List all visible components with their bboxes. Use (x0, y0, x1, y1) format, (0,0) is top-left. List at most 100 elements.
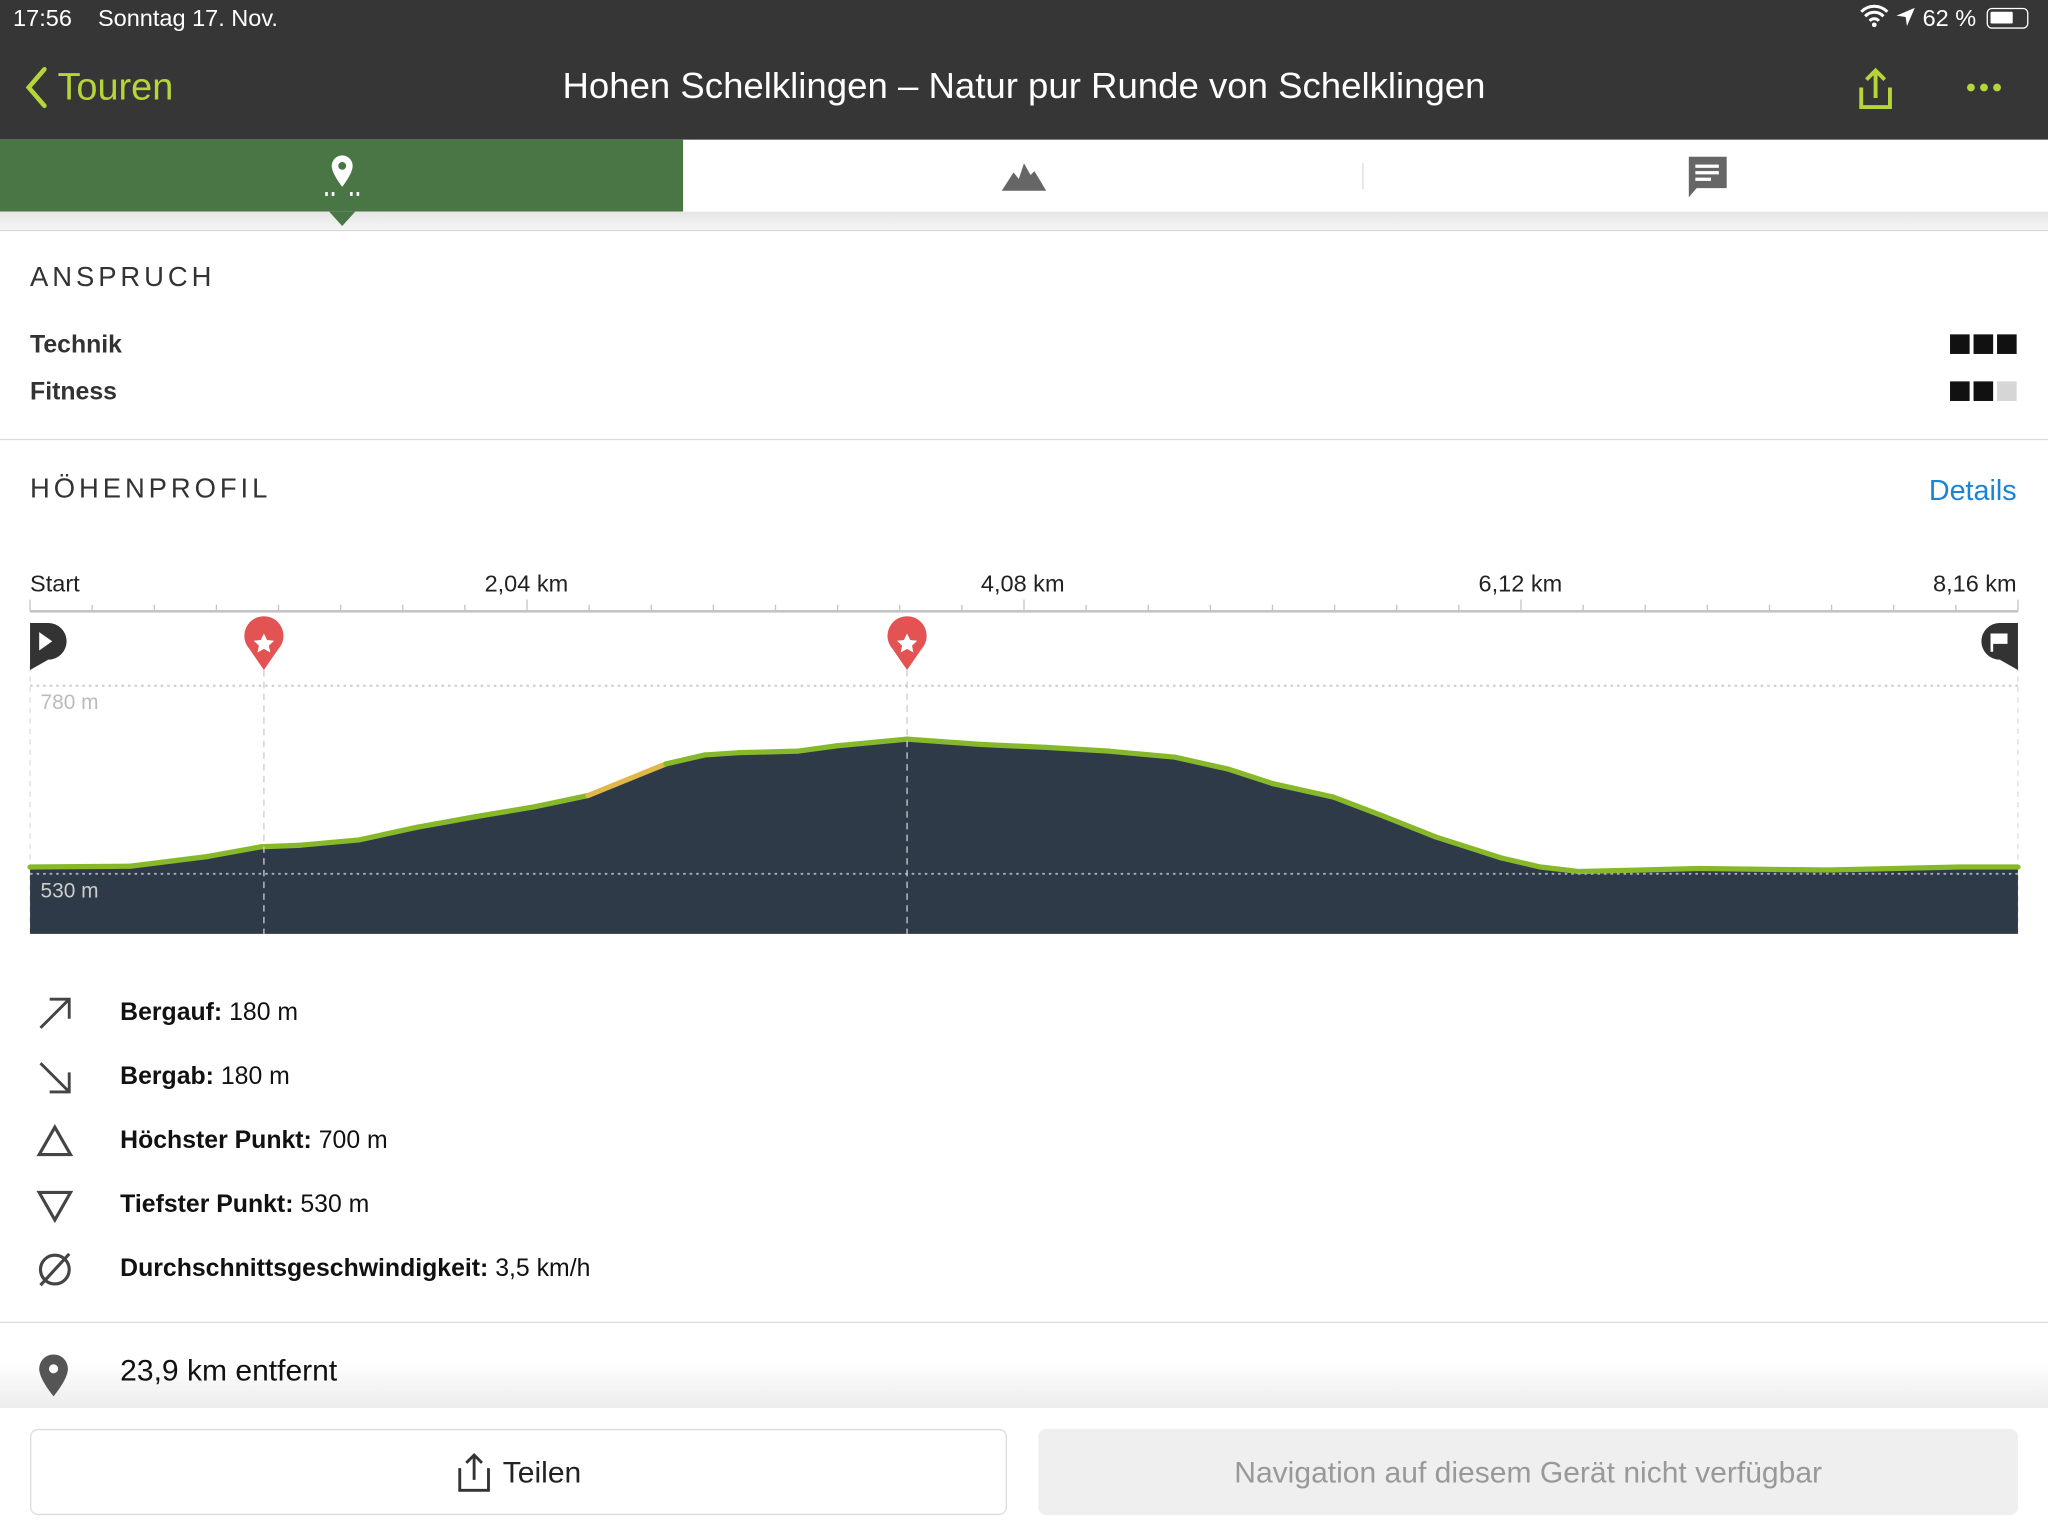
stat-label: Bergauf: (120, 999, 223, 1027)
y-label-top: 780 m (40, 692, 99, 715)
fitness-rating (1946, 381, 2017, 407)
location-pin-icon (38, 1353, 69, 1404)
tab-shadow (0, 211, 2048, 232)
stat-value: 180 m (229, 999, 299, 1027)
share-button[interactable] (1856, 67, 1895, 118)
elevation-line-segment (1537, 864, 1583, 875)
more-button[interactable] (1964, 78, 2003, 103)
arrow-down-right-icon (34, 1057, 76, 1099)
elevation-line-segment (1172, 754, 1232, 772)
elevation-line-segment (702, 750, 742, 758)
triangle-down-icon (34, 1185, 76, 1227)
elevation-line-segment (736, 748, 801, 756)
tab-comments[interactable] (1365, 140, 2048, 212)
elevation-line-segment (1433, 834, 1505, 861)
arrow-up-right-icon (34, 993, 76, 1035)
stat-row: Durchschnittsgeschwindigkeit: 3,5 km/h (120, 1255, 590, 1284)
distance-row (0, 1323, 2048, 1408)
navigation-label: Navigation auf diesem Gerät nicht verfüg… (1234, 1454, 1823, 1489)
battery-percent: 62 % (1922, 5, 1977, 32)
share-icon (1859, 67, 1892, 110)
x-tick-label: 2,04 km (484, 570, 569, 597)
elevation-line-segment (205, 844, 265, 860)
elevation-line-segment (1576, 865, 1702, 875)
elevation-line-segment (1381, 814, 1439, 840)
details-link[interactable]: Details (1928, 474, 2017, 507)
elevation-line-segment (663, 752, 708, 767)
average-icon (34, 1249, 76, 1291)
finish-marker (1981, 623, 2018, 671)
stat-value: 180 m (220, 1063, 290, 1091)
elevation-line-segment (1043, 744, 1112, 754)
technik-rating (1946, 334, 2017, 360)
elevation-line-segment (624, 761, 669, 783)
elevation-line-segment (794, 743, 840, 754)
status-time: 17:56 (13, 5, 72, 32)
stat-value: 530 m (300, 1191, 370, 1219)
stat-value: 3,5 km/h (495, 1255, 591, 1283)
elevation-line-segment (1330, 794, 1388, 820)
elevation-line-segment (414, 814, 479, 830)
elevation-line-segment (1498, 855, 1544, 870)
elevation-line-segment (531, 792, 591, 810)
share-icon (458, 1452, 490, 1492)
tab-bar (0, 139, 2048, 212)
stat-label: Durchschnittsgeschwindigkeit: (120, 1255, 489, 1283)
stat-row: Höchster Punkt: 700 m (120, 1127, 388, 1156)
share-tour-button[interactable]: Teilen (30, 1428, 1008, 1516)
elevation-line-segment (1696, 865, 1831, 873)
wifi-icon (1860, 4, 1889, 34)
elevation-line-segment (585, 777, 630, 799)
elevation-line-segment (1106, 748, 1178, 760)
elevation-line-segment (1226, 766, 1276, 787)
elevation-chart[interactable] (0, 594, 2048, 947)
tab-divider (1362, 163, 1364, 190)
stat-row: Bergab: 180 m (120, 1063, 290, 1092)
stat-value: 700 m (318, 1127, 388, 1155)
back-button[interactable]: Touren (24, 65, 174, 109)
more-icon (1967, 83, 2001, 92)
section-divider (0, 438, 2048, 441)
anspruch-heading: ANSPRUCH (30, 262, 216, 293)
x-tick-label: 4,08 km (980, 570, 1065, 597)
elevation-line-segment (127, 853, 211, 869)
elevation-line-segment (833, 736, 910, 749)
navigation-button[interactable]: Navigation auf diesem Gerät nicht verfüg… (1038, 1428, 2018, 1516)
stat-row: Bergauf: 180 m (120, 999, 298, 1028)
status-date: Sonntag 17. Nov. (97, 5, 278, 32)
comment-icon (1686, 156, 1727, 197)
tab-overview[interactable] (0, 139, 684, 212)
tab-elevation[interactable] (683, 140, 1365, 212)
elevation-line-segment (1825, 864, 1963, 873)
elevation-line-segment (473, 804, 537, 820)
section-divider (0, 1321, 2048, 1324)
profile-heading: HÖHENPROFIL (30, 474, 272, 505)
elevation-line-segment (258, 842, 304, 850)
distance-text: 23,9 km entfernt (120, 1353, 338, 1388)
elevation-line-segment (27, 863, 133, 870)
fitness-label: Fitness (30, 378, 117, 407)
technik-label: Technik (30, 331, 122, 360)
stat-label: Bergab: (120, 1063, 214, 1091)
page-title: Hohen Schelklingen – Natur pur Runde von… (562, 65, 1486, 106)
chevron-left-icon (25, 66, 47, 109)
map-pin-icon (324, 154, 359, 196)
battery-icon (1986, 7, 2029, 29)
mountain-icon (1001, 162, 1047, 191)
x-tick-label: 6,12 km (1478, 570, 1563, 597)
stat-label: Tiefster Punkt: (120, 1191, 294, 1219)
location-arrow-icon (1895, 7, 1916, 34)
share-tour-label: Teilen (502, 1454, 582, 1489)
waypoint-marker (244, 616, 284, 671)
top-bar: 17:56 Sonntag 17. Nov. 62 % Touren Hohen… (0, 0, 2048, 140)
stat-row: Tiefster Punkt: 530 m (120, 1191, 369, 1220)
x-tick-label: 8,16 km (1933, 570, 2017, 597)
elevation-line-segment (1269, 780, 1337, 800)
back-label: Touren (57, 65, 174, 108)
stat-label: Höchster Punkt: (120, 1127, 312, 1155)
x-tick-label: Start (30, 570, 80, 597)
elevation-line-segment (297, 837, 362, 848)
active-tab-pointer (329, 211, 356, 226)
elevation-area (30, 739, 2018, 934)
